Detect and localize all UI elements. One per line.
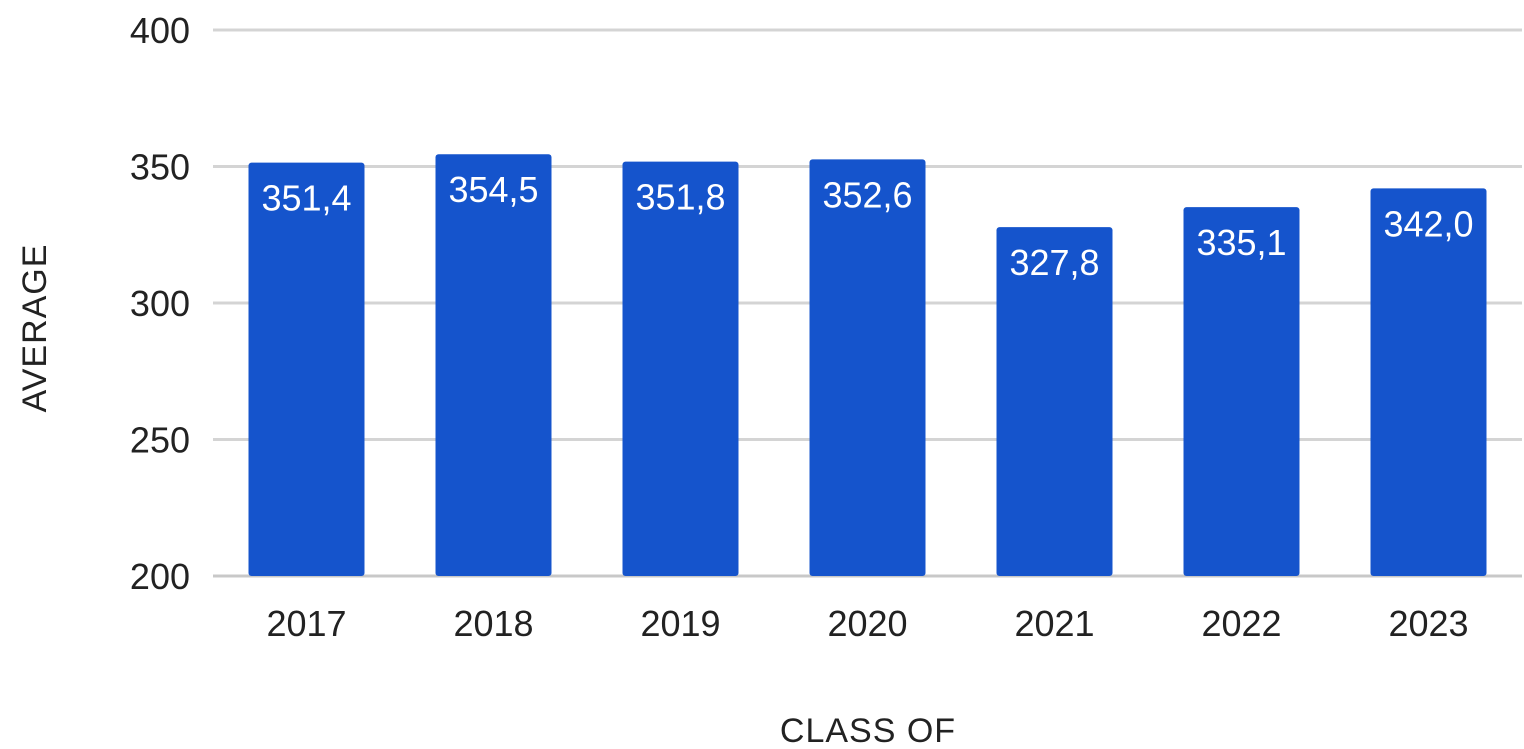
y-tick-label: 400 (130, 10, 190, 51)
x-tick-label-2022: 2022 (1201, 603, 1281, 644)
x-tick-label-2020: 2020 (827, 603, 907, 644)
x-tick-label-2018: 2018 (453, 603, 533, 644)
bar-2020 (809, 159, 926, 577)
x-tick-label-2023: 2023 (1388, 603, 1468, 644)
data-label-2017: 351,4 (261, 178, 351, 219)
y-axis-ticks: 200 250 300 350 400 (130, 10, 190, 597)
bar-2017 (248, 162, 365, 577)
x-tick-label-2017: 2017 (266, 603, 346, 644)
x-axis-title: CLASS OF (780, 712, 956, 749)
data-labels: 351,4 354,5 351,8 352,6 327,8 335,1 342,0 (261, 169, 1473, 283)
bars (248, 154, 1487, 577)
data-label-2023: 342,0 (1383, 203, 1473, 244)
y-tick-label: 350 (130, 147, 190, 188)
bar-2019 (622, 161, 739, 576)
y-axis-title: AVERAGE (16, 244, 54, 413)
data-label-2022: 335,1 (1196, 222, 1286, 263)
bar-2021 (996, 227, 1113, 576)
bar-2022 (1183, 207, 1300, 576)
x-tick-label-2019: 2019 (640, 603, 720, 644)
x-tick-label-2021: 2021 (1014, 603, 1094, 644)
data-label-2018: 354,5 (448, 169, 538, 210)
x-axis-ticks: 2017 2018 2019 2020 2021 2022 2023 (266, 603, 1468, 644)
bar-2023 (1370, 188, 1487, 576)
y-tick-label: 300 (130, 283, 190, 324)
data-label-2020: 352,6 (822, 174, 912, 215)
data-label-2021: 327,8 (1009, 242, 1099, 283)
y-tick-label: 200 (130, 556, 190, 597)
data-label-2019: 351,8 (635, 177, 725, 218)
y-tick-label: 250 (130, 420, 190, 461)
bar-2018 (435, 154, 552, 576)
